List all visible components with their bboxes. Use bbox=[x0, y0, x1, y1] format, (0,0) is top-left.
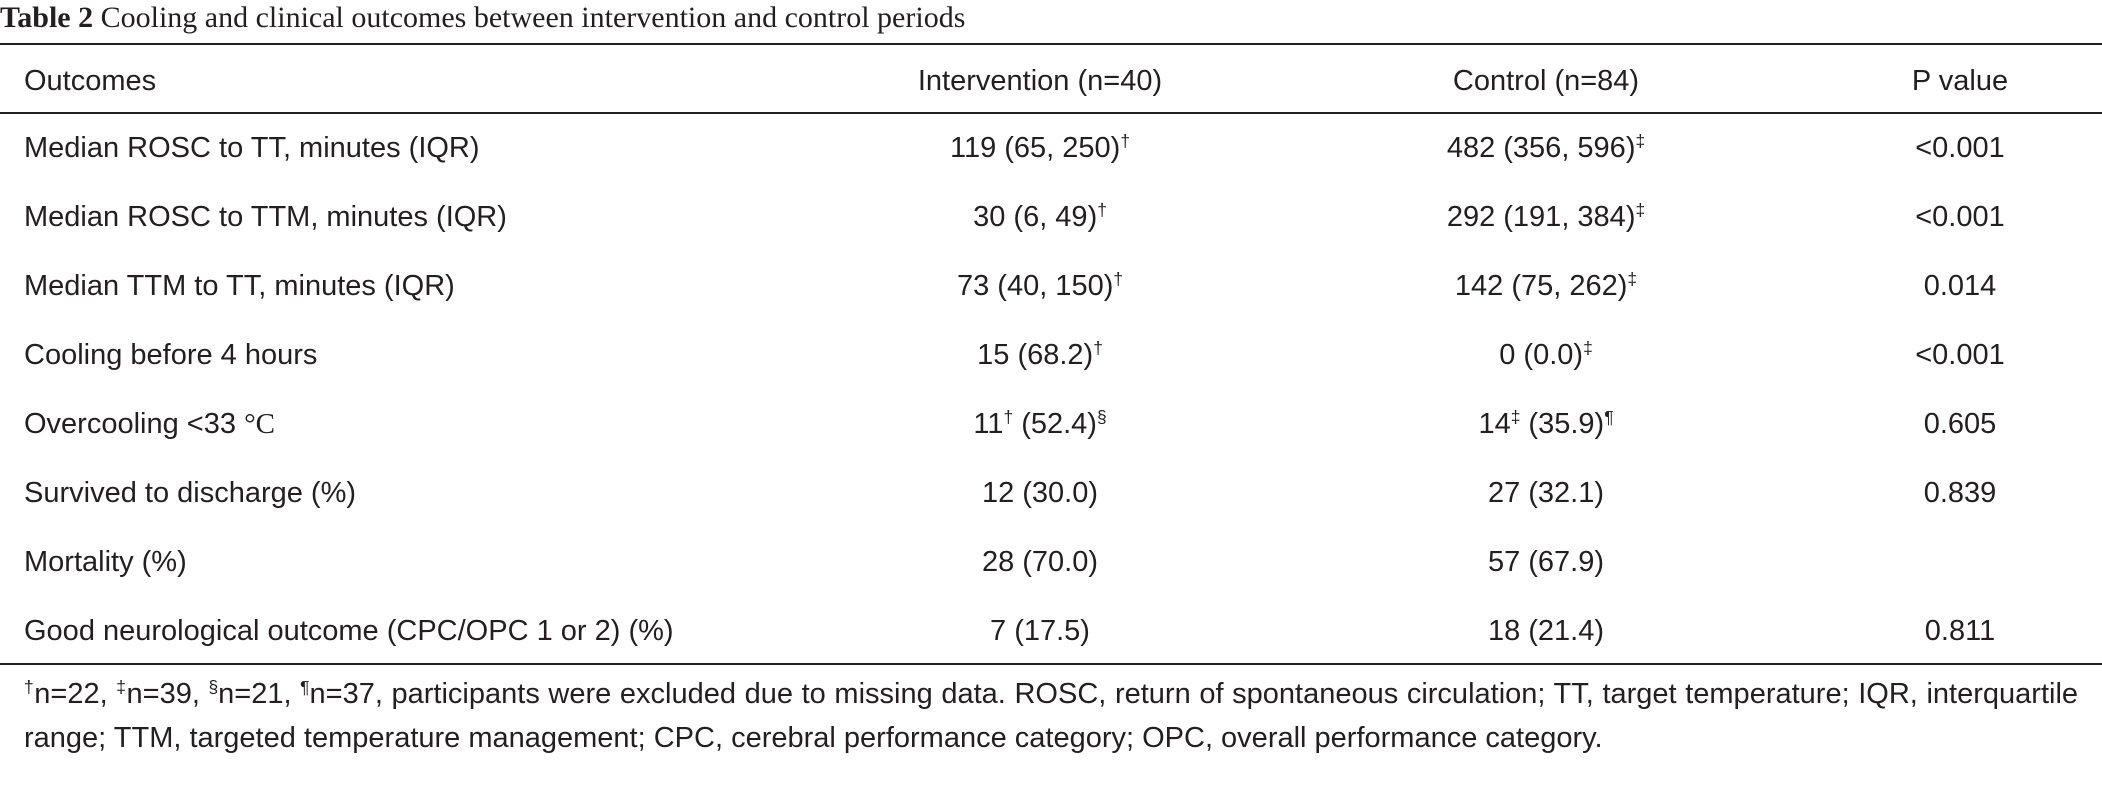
control-cell: 482 (356, 596)‡ bbox=[1446, 130, 1646, 164]
footnote-mark-dagger: † bbox=[24, 676, 35, 697]
table-footnote: †n=22, ‡n=39, §n=21, ¶n=37, participants… bbox=[24, 676, 2079, 754]
outcome-cell: Median TTM to TT, minutes (IQR) bbox=[24, 270, 455, 302]
table-caption: Table 2 Cooling and clinical outcomes be… bbox=[0, 0, 965, 36]
table-row: Cooling before 4 hours 15 (68.2)† 0 (0.0… bbox=[0, 321, 2102, 390]
degree-celsius-unit: °C bbox=[244, 408, 276, 440]
intervention-cell: 28 (70.0) bbox=[981, 546, 1099, 578]
outcome-cell: Median ROSC to TTM, minutes (IQR) bbox=[24, 201, 507, 233]
table-row: Median ROSC to TTM, minutes (IQR) 30 (6,… bbox=[0, 183, 2102, 252]
p-value-cell bbox=[1760, 528, 2102, 597]
footnote-mark-section: § bbox=[208, 676, 219, 697]
p-value-cell: <0.001 bbox=[1915, 339, 2005, 371]
column-header-outcomes: Outcomes bbox=[24, 65, 157, 97]
intervention-cell: 11† (52.4)§ bbox=[973, 406, 1107, 440]
column-header-control: Control (n=84) bbox=[1452, 65, 1640, 97]
footnote-mark-double-dagger: ‡ bbox=[116, 676, 127, 697]
table-header-row: Outcomes Intervention (n=40) Control (n=… bbox=[0, 45, 2102, 114]
table-title: Cooling and clinical outcomes between in… bbox=[93, 1, 966, 34]
table-row: Good neurological outcome (CPC/OPC 1 or … bbox=[0, 597, 2102, 666]
footnote-mark-pilcrow: ¶ bbox=[300, 676, 310, 697]
control-cell: 0 (0.0)‡ bbox=[1499, 337, 1593, 371]
column-header-p-value: P value bbox=[1911, 65, 2009, 97]
control-cell: 27 (32.1) bbox=[1487, 477, 1605, 509]
intervention-cell: 15 (68.2)† bbox=[977, 337, 1103, 371]
intervention-cell: 73 (40, 150)† bbox=[956, 268, 1124, 302]
control-cell: 18 (21.4) bbox=[1487, 615, 1605, 647]
intervention-cell: 30 (6, 49)† bbox=[973, 199, 1107, 233]
table-header-rule bbox=[0, 112, 2102, 114]
p-value-cell: <0.001 bbox=[1915, 132, 2005, 164]
table-bottom-rule bbox=[0, 663, 2102, 665]
intervention-cell: 12 (30.0) bbox=[981, 477, 1099, 509]
control-cell: 14‡ (35.9)¶ bbox=[1478, 406, 1614, 440]
column-header-intervention: Intervention (n=40) bbox=[917, 65, 1163, 97]
table-row: Median ROSC to TT, minutes (IQR) 119 (65… bbox=[0, 114, 2102, 183]
table-row: Median TTM to TT, minutes (IQR) 73 (40, … bbox=[0, 252, 2102, 321]
table-row: Mortality (%) 28 (70.0) 57 (67.9) bbox=[0, 528, 2102, 597]
table-row: Survived to discharge (%) 12 (30.0) 27 (… bbox=[0, 459, 2102, 528]
intervention-cell: 7 (17.5) bbox=[990, 615, 1090, 647]
outcome-cell: Overcooling <33 °C bbox=[24, 408, 276, 440]
p-value-cell: 0.811 bbox=[1924, 615, 1996, 647]
p-value-cell: 0.605 bbox=[1923, 408, 1997, 440]
outcome-cell: Cooling before 4 hours bbox=[24, 339, 318, 371]
control-cell: 57 (67.9) bbox=[1487, 546, 1605, 578]
p-value-cell: 0.839 bbox=[1923, 477, 1997, 509]
outcome-cell: Good neurological outcome (CPC/OPC 1 or … bbox=[24, 615, 674, 647]
table-label: Table 2 bbox=[0, 1, 94, 34]
control-cell: 292 (191, 384)‡ bbox=[1446, 199, 1646, 233]
intervention-cell: 119 (65, 250)† bbox=[949, 130, 1131, 164]
table-top-rule bbox=[0, 43, 2102, 45]
control-cell: 142 (75, 262)‡ bbox=[1454, 268, 1638, 302]
table-row: Overcooling <33 °C 11† (52.4)§ 14‡ (35.9… bbox=[0, 390, 2102, 459]
p-value-cell: <0.001 bbox=[1915, 201, 2005, 233]
p-value-cell: 0.014 bbox=[1923, 270, 1997, 302]
outcome-cell: Survived to discharge (%) bbox=[24, 477, 357, 509]
outcome-cell: Median ROSC to TT, minutes (IQR) bbox=[24, 132, 480, 164]
outcome-cell: Mortality (%) bbox=[24, 546, 187, 578]
